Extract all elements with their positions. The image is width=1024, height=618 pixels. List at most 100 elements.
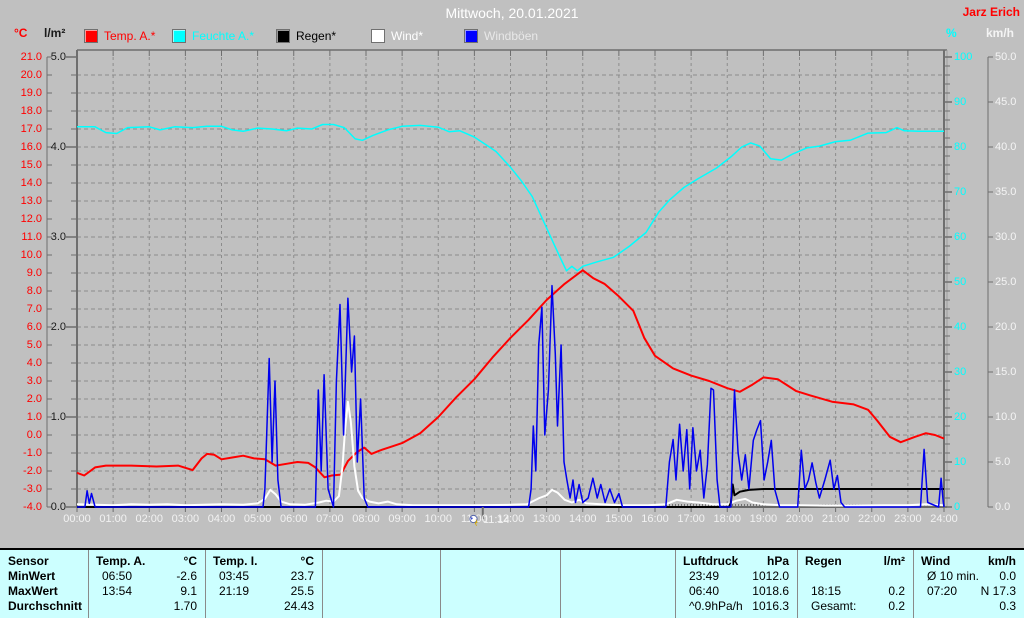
table-column-unit: °C (183, 554, 197, 568)
table-cell-time: 13:54 (102, 584, 133, 598)
chart-title: Mittwoch, 20.01.2021 (445, 5, 579, 21)
wind-axis-label: 25.0 (995, 276, 1017, 288)
humidity-axis-label: 70 (954, 186, 967, 198)
x-axis-label: 03:00 (171, 513, 200, 525)
wind-axis-label: 10.0 (995, 411, 1017, 423)
x-axis-label: 14:00 (568, 513, 597, 525)
wind-axis-label: 50.0 (995, 51, 1017, 63)
humidity-axis-label: 80 (954, 141, 967, 153)
wind-axis-label: 20.0 (995, 321, 1017, 333)
table-column-header: Temp. A. (96, 554, 146, 568)
table-column-header: Luftdruck (683, 554, 739, 568)
table-divider (797, 550, 798, 618)
x-axis-label: 01:00 (99, 513, 127, 525)
legend-item: Windböen (464, 29, 538, 43)
table-cell-time: Gesamt: (811, 599, 857, 613)
temp-axis-label: 21.0 (20, 51, 42, 63)
table-column-header: Wind (921, 554, 951, 568)
humidity-line (77, 123, 944, 272)
temp-axis-label: -1.0 (23, 447, 42, 459)
table-cell-value: -2.6 (176, 569, 197, 583)
table-cell-time: 03:45 (219, 569, 250, 583)
table-divider (88, 550, 89, 618)
x-axis-label: 21:00 (821, 513, 850, 525)
table-divider (322, 550, 323, 618)
table-cell-value: 24.43 (283, 599, 314, 613)
wind-line (76, 400, 945, 507)
x-axis-label: 16:00 (641, 513, 669, 525)
x-axis-label: 15:00 (605, 513, 633, 525)
temp-axis-label: 15.0 (20, 159, 42, 171)
legend-swatch (276, 29, 290, 43)
wind-axis-label: 5.0 (995, 456, 1011, 468)
legend-item: Wind* (371, 29, 423, 43)
temp-axis-label: 4.0 (26, 357, 42, 369)
table-cell-value: 0.2 (888, 599, 905, 613)
table-row-label: MaxWert (8, 584, 58, 598)
table-cell-value: 1012.0 (752, 569, 789, 583)
legend-label: Temp. A.* (104, 29, 156, 43)
wind-axis-label: 0.0 (995, 501, 1011, 513)
humidity-axis-label: 100 (954, 51, 973, 63)
rain-axis-label: 3.0 (50, 231, 66, 243)
temp-axis-label: 20.0 (20, 69, 42, 81)
temp-axis-label: 16.0 (20, 141, 42, 153)
legend-swatch (464, 29, 478, 43)
x-axis-label: 20:00 (785, 513, 814, 525)
temp-axis-label: 14.0 (20, 177, 42, 189)
legend-item: Feuchte A.* (172, 29, 254, 43)
temp-axis-label: 9.0 (26, 267, 42, 279)
chart-legend: Temp. A.* Feuchte A.* Regen* Wind* Windböen (0, 29, 960, 45)
table-cell-value: 0.0 (999, 569, 1016, 583)
wind-axis-label: 40.0 (995, 141, 1017, 153)
table-cell-time: ^0.9hPa/h (689, 599, 743, 613)
station-owner: Jarz Erich (962, 5, 1020, 19)
legend-swatch (371, 29, 385, 43)
table-column-header: Regen (805, 554, 842, 568)
temp-axis-label: -2.0 (23, 465, 42, 477)
rain-axis-label: 2.0 (50, 321, 66, 333)
table-row-label: MinWert (8, 569, 56, 583)
table-row-label: Durchschnitt (8, 599, 83, 613)
legend-label: Feuchte A.* (192, 29, 255, 43)
table-cell-time: 06:50 (102, 569, 133, 583)
temp-axis-label: 7.0 (26, 303, 42, 315)
humidity-axis-label: 30 (954, 366, 967, 378)
stats-table: Sensor MinWert MaxWert Durchschnitt Temp. A.… (0, 548, 1024, 618)
temp-axis-label: 18.0 (20, 105, 42, 117)
temp-axis-label: 5.0 (26, 339, 42, 351)
left-axis-unit-rain: l/m² (44, 26, 66, 40)
wind-axis-label: 30.0 (995, 231, 1017, 243)
table-column-unit: hPa (766, 554, 789, 568)
table-divider (675, 550, 676, 618)
rain-axis-label: 1.0 (50, 411, 66, 423)
table-column-header: Temp. I. (213, 554, 258, 568)
humidity-axis-label: 40 (954, 321, 967, 333)
humidity-axis-label: 0 (954, 501, 961, 513)
table-cell-value: 9.1 (180, 584, 197, 598)
temp-axis-label: 8.0 (26, 285, 42, 297)
humidity-axis-label: 90 (954, 96, 967, 108)
table-divider (205, 550, 206, 618)
humidity-axis-label: 10 (954, 456, 967, 468)
x-axis-label: 19:00 (749, 513, 778, 525)
legend-swatch (172, 29, 186, 43)
temp-axis-label: 10.0 (20, 249, 42, 261)
wind-axis-label: 35.0 (995, 186, 1017, 198)
wind-axis-label: 15.0 (995, 366, 1017, 378)
right-axis-unit-humidity: % (946, 26, 957, 40)
x-axis-label: 06:00 (279, 513, 308, 525)
temp-axis-label: -3.0 (23, 483, 42, 495)
temp-axis-label: 2.0 (26, 393, 42, 405)
left-axis-unit-temp: °C (14, 26, 28, 40)
table-cell-value: 0.2 (888, 584, 905, 598)
rain-axis-label: 4.0 (50, 141, 66, 153)
x-axis-label: 05:00 (243, 513, 272, 525)
table-cell-time: 18:15 (811, 584, 842, 598)
table-cell-time: 07:20 (927, 584, 958, 598)
temp-axis-label: 6.0 (26, 321, 42, 333)
table-cell-time: 21:19 (219, 584, 250, 598)
x-axis-label: 00:00 (63, 513, 91, 525)
humidity-axis-label: 60 (954, 231, 967, 243)
x-axis-label: 08:00 (352, 513, 380, 525)
